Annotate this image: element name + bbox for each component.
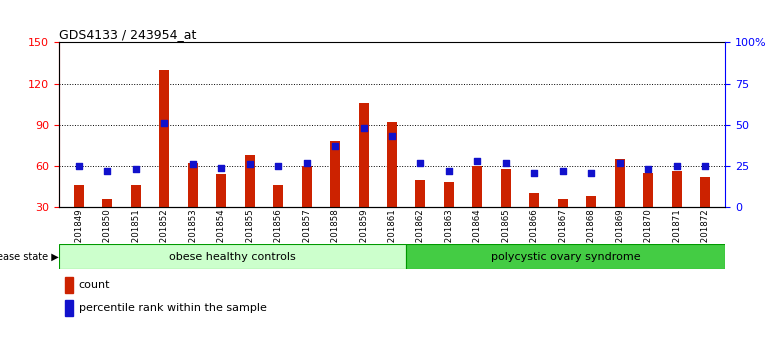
Bar bbox=[102, 199, 112, 207]
Point bbox=[187, 161, 199, 167]
Bar bbox=[65, 300, 74, 316]
Point bbox=[328, 143, 341, 149]
Bar bbox=[387, 122, 397, 207]
Bar bbox=[159, 70, 169, 207]
Bar bbox=[586, 196, 597, 207]
Point bbox=[414, 160, 426, 165]
Bar bbox=[65, 277, 74, 293]
Bar bbox=[216, 174, 226, 207]
Point bbox=[557, 168, 569, 174]
Point bbox=[72, 163, 85, 169]
Point bbox=[699, 163, 712, 169]
Bar bbox=[558, 199, 568, 207]
Point bbox=[101, 168, 114, 174]
Point bbox=[614, 160, 626, 165]
Bar bbox=[330, 141, 340, 207]
Point bbox=[642, 166, 655, 172]
Bar bbox=[444, 182, 454, 207]
Bar bbox=[245, 155, 255, 207]
Point bbox=[158, 120, 170, 126]
Bar bbox=[74, 185, 84, 207]
Point bbox=[243, 161, 256, 167]
Bar bbox=[416, 180, 426, 207]
Text: disease state ▶: disease state ▶ bbox=[0, 252, 59, 262]
Bar bbox=[59, 244, 406, 269]
Point bbox=[528, 170, 541, 175]
Bar bbox=[672, 171, 682, 207]
Point bbox=[670, 163, 683, 169]
Bar bbox=[501, 169, 511, 207]
Bar bbox=[273, 185, 283, 207]
Text: GDS4133 / 243954_at: GDS4133 / 243954_at bbox=[59, 28, 196, 41]
Text: percentile rank within the sample: percentile rank within the sample bbox=[78, 303, 267, 314]
Point bbox=[129, 166, 142, 172]
Bar bbox=[131, 185, 140, 207]
Text: obese healthy controls: obese healthy controls bbox=[169, 252, 296, 262]
Point bbox=[215, 165, 227, 170]
Text: count: count bbox=[78, 280, 111, 291]
Point bbox=[386, 133, 398, 139]
Bar bbox=[358, 103, 368, 207]
Point bbox=[499, 160, 512, 165]
Point bbox=[471, 158, 484, 164]
Point bbox=[585, 170, 597, 175]
Point bbox=[300, 160, 313, 165]
Bar bbox=[700, 177, 710, 207]
Bar bbox=[529, 193, 539, 207]
Point bbox=[443, 168, 456, 174]
Bar bbox=[644, 173, 653, 207]
Bar bbox=[406, 244, 725, 269]
Text: polycystic ovary syndrome: polycystic ovary syndrome bbox=[491, 252, 641, 262]
Bar bbox=[187, 163, 198, 207]
Bar bbox=[473, 166, 482, 207]
Bar bbox=[615, 159, 625, 207]
Point bbox=[272, 163, 285, 169]
Bar bbox=[302, 166, 311, 207]
Point bbox=[358, 125, 370, 131]
